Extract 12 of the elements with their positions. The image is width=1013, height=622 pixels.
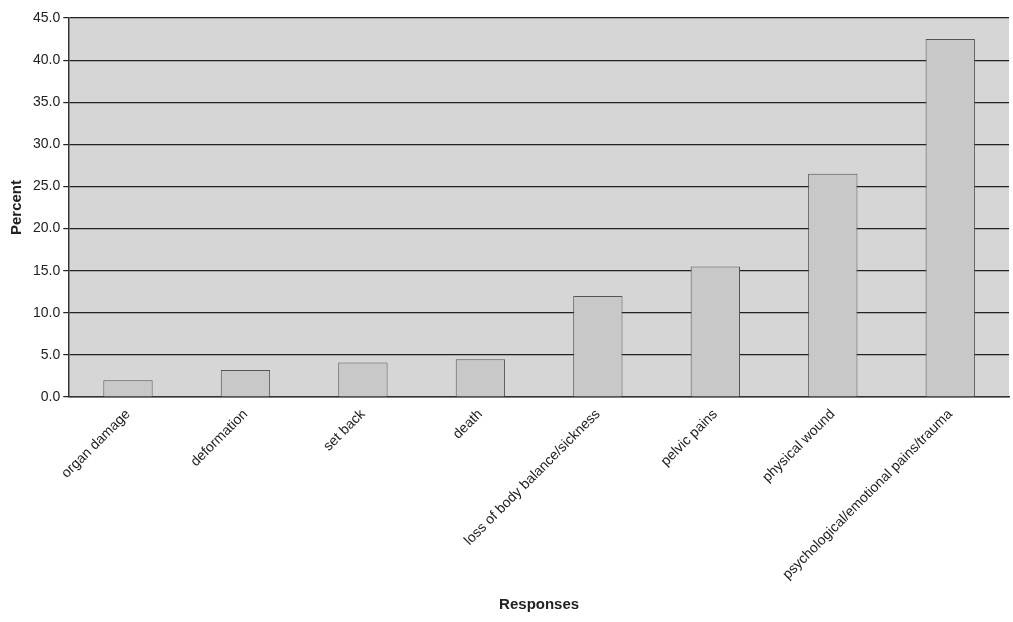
y-tick-label: 10.0: [33, 303, 61, 320]
y-tick-label: 35.0: [33, 93, 61, 110]
y-tick-label: 5.0: [40, 345, 61, 362]
y-tick-label: 0.0: [40, 387, 61, 404]
y-tick-label: 45.0: [33, 8, 61, 25]
y-tick-label: 20.0: [33, 219, 61, 236]
y-tick-label: 30.0: [33, 135, 61, 152]
y-tick-label: 40.0: [33, 50, 61, 67]
y-tick-label: 15.0: [33, 261, 61, 278]
y-tick-label: 25.0: [33, 177, 61, 194]
x-axis-title: Responses: [499, 595, 580, 613]
y-axis-title: Percent: [7, 180, 25, 236]
